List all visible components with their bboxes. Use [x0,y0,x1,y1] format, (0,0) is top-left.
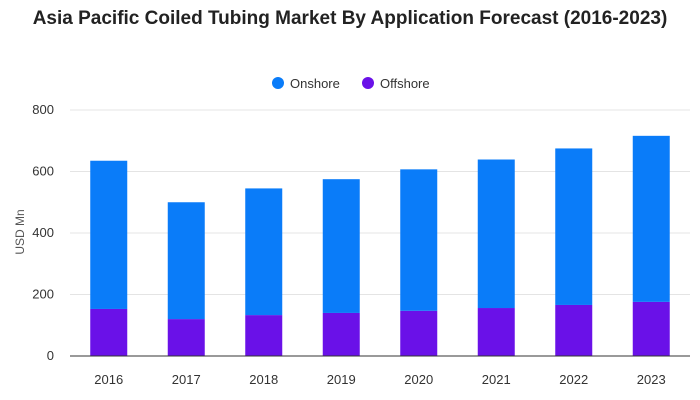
bar-onshore-2020 [400,169,438,311]
x-tick-label: 2020 [404,372,433,387]
y-axis-title: USD Mn [13,209,27,254]
chart-title: Asia Pacific Coiled Tubing Market By App… [32,8,668,29]
legend-label-onshore: Onshore [290,76,340,91]
x-tick-label: 2017 [172,372,201,387]
legend-label-offshore: Offshore [380,76,430,91]
bar-offshore-2016 [90,308,128,356]
bar-onshore-2018 [245,188,283,316]
bar-offshore-2022 [555,304,593,356]
bar-offshore-2020 [400,310,438,356]
x-tick-label: 2021 [482,372,511,387]
x-tick-label: 2019 [327,372,356,387]
x-tick-label: 2016 [94,372,123,387]
bar-offshore-2017 [167,319,205,356]
bar-onshore-2023 [632,135,670,302]
legend-marker-offshore [362,77,374,89]
x-axis-tick-labels: 2016 2017 2018 2019 2020 2021 2022 2023 [94,372,665,387]
bar-onshore-2016 [90,160,128,309]
bar-offshore-2023 [632,301,670,356]
x-tick-label: 2018 [249,372,278,387]
bar-offshore-2021 [477,308,515,356]
bar-onshore-2022 [555,148,593,305]
bar-onshore-2021 [477,159,515,309]
y-tick-label: 200 [32,287,54,302]
bars [90,135,670,356]
y-axis-tick-labels: 0 200 400 600 800 [32,102,54,363]
y-tick-label: 600 [32,164,54,179]
bar-onshore-2017 [167,202,205,320]
gridlines [70,109,690,295]
legend: Onshore Offshore [272,76,430,91]
y-tick-label: 0 [47,348,54,363]
bar-onshore-2019 [322,179,360,313]
y-tick-label: 400 [32,225,54,240]
bar-offshore-2018 [245,315,283,356]
legend-marker-onshore [272,77,284,89]
bar-offshore-2019 [322,312,360,356]
y-tick-label: 800 [32,102,54,117]
x-tick-label: 2023 [637,372,666,387]
x-tick-label: 2022 [559,372,588,387]
